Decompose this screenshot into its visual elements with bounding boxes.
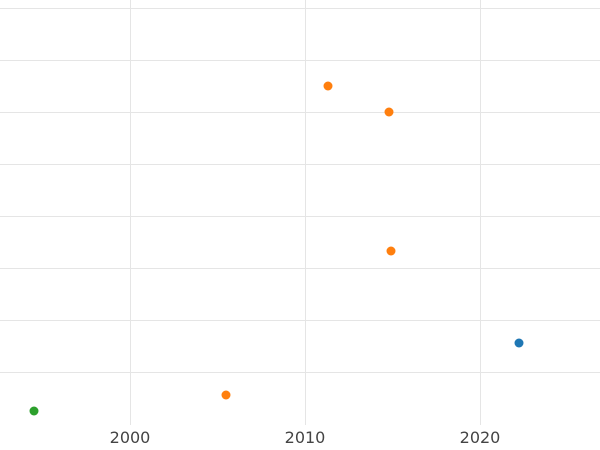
data-point-orange	[323, 81, 333, 91]
data-point-orange	[384, 107, 394, 117]
x-tick-label: 2020	[459, 428, 501, 447]
x-tick-label: 2010	[284, 428, 326, 447]
horizontal-gridline	[0, 112, 600, 113]
vertical-gridline	[480, 0, 481, 425]
data-point-orange	[386, 246, 396, 256]
vertical-gridline	[305, 0, 306, 425]
x-tick-label: 2000	[109, 428, 151, 447]
horizontal-gridline	[0, 372, 600, 373]
horizontal-gridline	[0, 320, 600, 321]
horizontal-gridline	[0, 60, 600, 61]
data-point-blue	[514, 338, 523, 348]
horizontal-gridline	[0, 164, 600, 165]
data-point-green	[29, 406, 39, 416]
vertical-gridline	[130, 0, 131, 425]
data-point-orange	[221, 390, 231, 400]
horizontal-gridline	[0, 268, 600, 269]
horizontal-gridline	[0, 8, 600, 9]
horizontal-gridline	[0, 216, 600, 217]
